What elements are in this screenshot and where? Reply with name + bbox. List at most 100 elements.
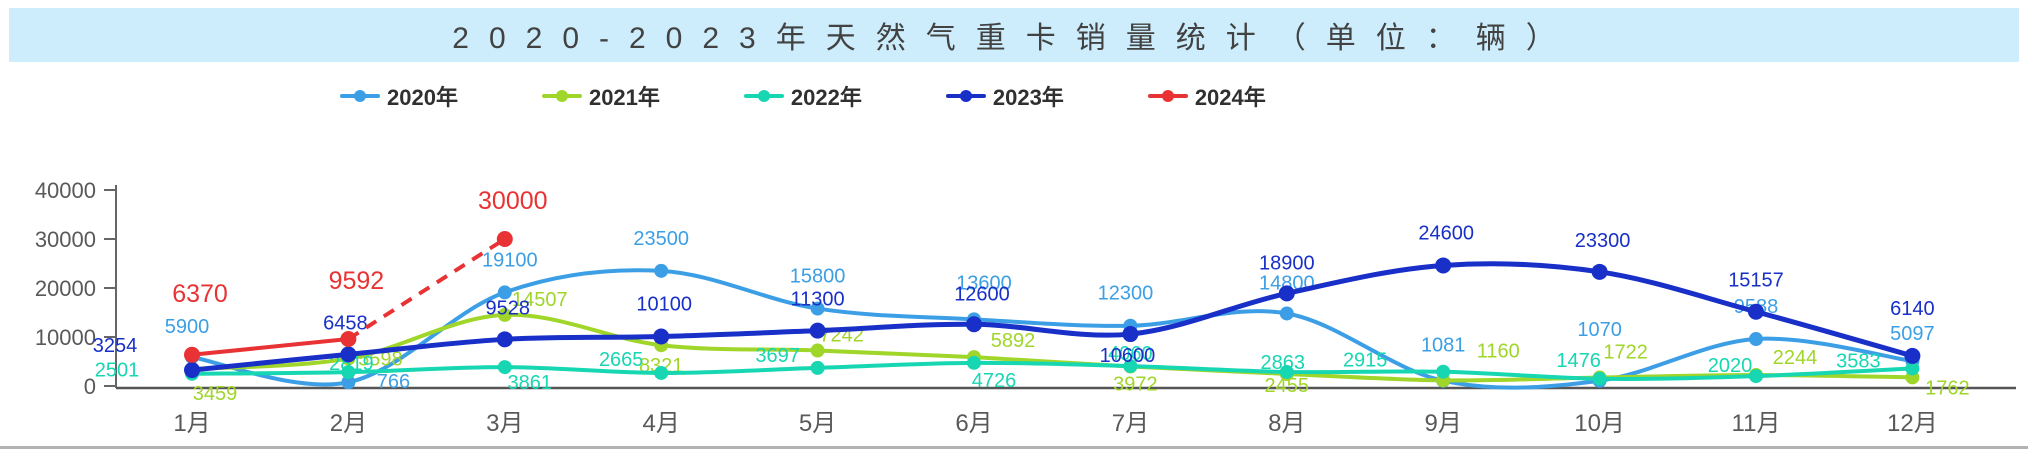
data-point: [654, 365, 669, 380]
legend-label: 2020年: [387, 85, 458, 110]
data-point: [1279, 364, 1294, 379]
data-point-label: 4060: [1108, 343, 1153, 365]
data-point-label: 3583: [1836, 350, 1881, 372]
series-line-solid: [191, 337, 349, 357]
data-point-label: 9528: [486, 297, 531, 319]
legend-label: 2024年: [1194, 85, 1266, 110]
legend-item-2023年[interactable]: 2023年: [945, 80, 1064, 112]
data-point-label: 4726: [972, 370, 1017, 392]
data-point: [1278, 285, 1295, 302]
x-tick-label: 1月: [173, 410, 210, 437]
data-point: [1592, 371, 1607, 386]
data-point: [497, 285, 512, 300]
x-tick-label: 11月: [1732, 410, 1781, 437]
data-point-label: 1160: [1477, 340, 1520, 362]
legend-label: 2022年: [790, 85, 862, 110]
chart-title: 2020-2023年天然气重卡销量统计（单位：辆）: [452, 22, 1576, 55]
legend-line-dot-icon: [743, 89, 784, 103]
series-2023年: 3254 6458 9528 10100 11300 12600 10600 18900 246…: [93, 222, 1935, 379]
data-point: [341, 365, 356, 380]
x-tick-label: 3月: [486, 410, 523, 437]
data-point-label: 6458: [323, 312, 368, 334]
data-point-label: 1722: [1603, 342, 1648, 364]
data-point-label: 2915: [1343, 350, 1388, 372]
data-point-label: 2455: [1265, 375, 1310, 397]
data-point-label: 9592: [329, 267, 385, 295]
data-point-label: 2863: [1261, 352, 1306, 374]
data-point-label: 1081: [1421, 335, 1466, 357]
series-line-dashed: [347, 237, 506, 341]
data-point: [966, 316, 982, 333]
data-point: [184, 346, 200, 363]
data-point-label: 6370: [172, 280, 228, 308]
data-point: [1591, 263, 1608, 280]
legend-line-dot-icon: [1147, 89, 1188, 103]
x-tick-label: 2月: [330, 410, 367, 437]
data-point-label: 14507: [512, 289, 568, 311]
data-point-label: 30000: [478, 187, 548, 215]
data-point: [654, 263, 669, 278]
data-point: [496, 231, 513, 247]
y-tick-label: 10000: [35, 325, 96, 350]
data-point-label: 15800: [790, 266, 846, 288]
data-point-label: 2020: [1708, 355, 1753, 377]
data-point-label: 15157: [1728, 270, 1784, 292]
x-tick-label: 10月: [1574, 410, 1625, 437]
data-point-label: 1476: [1556, 350, 1601, 372]
data-point: [810, 301, 825, 316]
legend-item-2022年[interactable]: 2022年: [743, 80, 862, 112]
data-point-label: 3254: [93, 335, 138, 357]
data-point-label: 1070: [1577, 319, 1622, 341]
data-point: [1436, 364, 1451, 379]
x-tick-label: 6月: [955, 410, 992, 437]
x-tick-label: 7月: [1112, 410, 1149, 437]
data-point-label: 12300: [1098, 283, 1154, 305]
data-point-label: 766: [377, 371, 410, 393]
x-tick-label: 5月: [799, 410, 836, 437]
data-point: [496, 331, 513, 348]
data-point-label: 3861: [508, 372, 553, 394]
legend-line-dot-icon: [541, 89, 582, 103]
y-tick-label: 30000: [35, 227, 96, 252]
data-point-label: 3972: [1113, 374, 1158, 396]
data-point-label: 2244: [1773, 347, 1818, 369]
data-point-label: 2501: [95, 360, 140, 382]
legend-item-2024年[interactable]: 2024年: [1147, 80, 1266, 112]
legend-label: 2023年: [992, 85, 1064, 110]
title-bar: 2020-2023年天然气重卡销量统计（单位：辆）: [9, 8, 2019, 62]
x-tick-label: 9月: [1425, 410, 1462, 437]
data-point: [340, 346, 357, 363]
x-tick-label: 4月: [643, 410, 680, 437]
data-point-label: 19100: [482, 249, 538, 271]
data-point-label: 11300: [791, 289, 845, 311]
data-point-label: 24600: [1418, 222, 1474, 244]
series-line: [191, 261, 1914, 373]
data-point-label: 2665: [599, 349, 644, 371]
series-line: [191, 360, 1913, 381]
legend-item-2020年[interactable]: 2020年: [340, 80, 458, 112]
window-bottom-edge: [0, 446, 2028, 449]
data-point-label: 13600: [956, 272, 1012, 294]
data-point: [810, 343, 825, 358]
legend-line-dot-icon: [945, 89, 986, 103]
data-point: [1122, 326, 1139, 343]
legend-line-dot-icon: [340, 89, 380, 103]
data-point-label: 3697: [755, 345, 800, 367]
data-point: [1123, 359, 1138, 374]
data-point: [1905, 361, 1920, 376]
data-point: [497, 307, 512, 322]
data-point: [809, 322, 826, 339]
data-point: [1749, 369, 1763, 384]
data-point: [1904, 347, 1921, 364]
chart-legend: 2020年 2021年 2022年 2023年 2024年: [340, 80, 1266, 112]
data-point: [1435, 257, 1452, 274]
data-point-label: 18900: [1259, 252, 1315, 274]
data-point-label: 3459: [193, 383, 238, 405]
axes: 0 10000 20000 30000 40000 1月 2月 3月 4月 5月 6月 7月 8月 9月 1…: [35, 178, 2016, 437]
x-tick-label: 8月: [1268, 410, 1305, 437]
legend-item-2021年[interactable]: 2021年: [541, 80, 660, 112]
data-point-label: 12600: [954, 283, 1010, 305]
data-point: [1748, 303, 1764, 320]
data-point-label: 2819: [329, 353, 374, 375]
data-point: [1279, 306, 1294, 321]
